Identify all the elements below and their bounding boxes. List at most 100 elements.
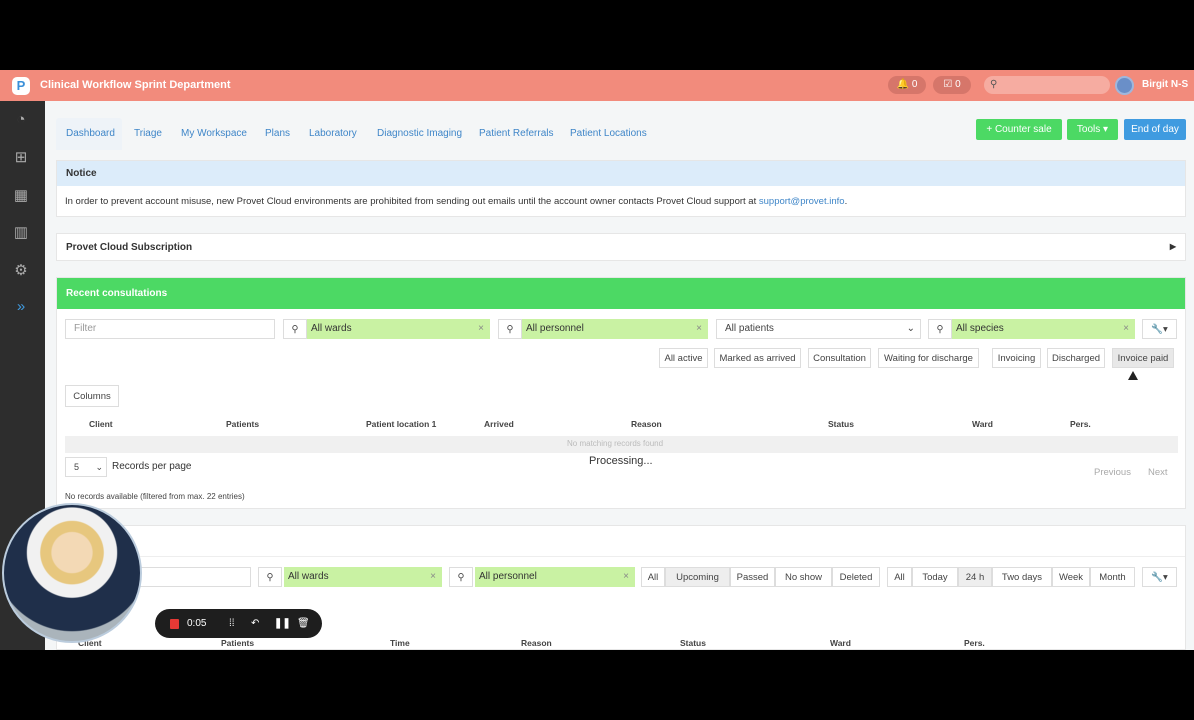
chevron-down-icon: ⌄ xyxy=(906,323,915,334)
filter-passed[interactable]: Passed xyxy=(730,567,775,587)
filter-input[interactable]: Filter xyxy=(65,319,275,339)
status-discharged[interactable]: Discharged xyxy=(1047,348,1105,368)
user-menu[interactable]: Birgit N-S xyxy=(1142,79,1189,90)
clear-icon[interactable]: × xyxy=(1123,323,1129,334)
col-arrived[interactable]: Arrived xyxy=(484,419,514,429)
tab-patient-referrals[interactable]: Patient Referrals xyxy=(479,128,554,139)
col-patient-location[interactable]: Patient location 1 xyxy=(366,419,437,429)
range-week[interactable]: Week xyxy=(1052,567,1090,587)
empty-message: No matching records found xyxy=(567,439,664,448)
clear-icon[interactable]: × xyxy=(430,571,436,582)
species-select[interactable]: All species × xyxy=(952,319,1135,339)
col-client[interactable]: Client xyxy=(89,419,113,429)
records-info: No records available (filtered from max.… xyxy=(65,492,245,501)
col-patients[interactable]: Patients xyxy=(226,419,260,429)
status-marked-arrived[interactable]: Marked as arrived xyxy=(714,348,801,368)
tab-dashboard[interactable]: Dashboard xyxy=(66,128,115,139)
range-24h[interactable]: 24 h xyxy=(958,567,992,587)
tasks-button[interactable]: ☑ 0 xyxy=(933,76,971,94)
stop-record-icon[interactable] xyxy=(170,619,179,629)
columns-button[interactable]: Columns xyxy=(65,385,119,407)
wrench-settings-icon[interactable]: 🔧▾ xyxy=(1142,319,1177,339)
status-all-active[interactable]: All active xyxy=(659,348,708,368)
col-ward[interactable]: Ward xyxy=(830,638,851,648)
appointments-wards-select[interactable]: All wards × xyxy=(284,567,442,587)
undo-icon[interactable]: ↶ xyxy=(251,618,260,629)
range-month[interactable]: Month xyxy=(1090,567,1135,587)
col-time[interactable]: Time xyxy=(390,638,410,648)
patients-select[interactable]: All patients ⌄ xyxy=(716,319,921,339)
calendar-icon[interactable]: ▦ xyxy=(13,187,29,204)
filter-upcoming[interactable]: Upcoming xyxy=(665,567,730,587)
clear-icon[interactable]: × xyxy=(696,323,702,334)
filter-no-show[interactable]: No show xyxy=(775,567,832,587)
col-client[interactable]: Client xyxy=(78,638,102,648)
tab-my-workspace[interactable]: My Workspace xyxy=(181,128,247,139)
clinic-icon[interactable]: ⊞ xyxy=(14,149,28,166)
status-waiting-discharge[interactable]: Waiting for discharge xyxy=(878,348,979,368)
col-reason[interactable]: Reason xyxy=(631,419,662,429)
empty-row xyxy=(65,436,1178,453)
recording-timer: 0:05 xyxy=(187,618,207,629)
recorder-toolbar: 0:05 ⁞⁞ ↶ ❚❚ 🗑 xyxy=(155,609,322,638)
expand-sidebar-icon[interactable]: » xyxy=(16,298,26,315)
caret-right-icon: ▶ xyxy=(1169,242,1176,251)
filter-deleted[interactable]: Deleted xyxy=(832,567,880,587)
support-email-link[interactable]: support@provet.info xyxy=(758,196,845,207)
checkbox-icon: ☑ xyxy=(943,79,953,90)
appointments-personnel-select[interactable]: All personnel × xyxy=(475,567,635,587)
range-all[interactable]: All xyxy=(887,567,912,587)
mouse-cursor-icon xyxy=(1128,371,1138,380)
wrench-settings-icon[interactable]: 🔧▾ xyxy=(1142,567,1177,587)
wards-select[interactable]: All wards × xyxy=(307,319,490,339)
end-of-day-button[interactable]: End of day xyxy=(1124,119,1186,140)
records-per-page-label: Records per page xyxy=(112,461,192,472)
clear-icon[interactable]: × xyxy=(623,571,629,582)
active-tab-bg xyxy=(56,118,122,150)
consultations-title: Recent consultations xyxy=(57,278,1185,309)
notice-panel: Notice In order to prevent account misus… xyxy=(56,160,1186,217)
wards-search-icon: ⚲ xyxy=(283,319,307,339)
status-consultation[interactable]: Consultation xyxy=(808,348,871,368)
tab-diagnostic-imaging[interactable]: Diagnostic Imaging xyxy=(377,128,463,139)
col-patients[interactable]: Patients xyxy=(221,638,255,648)
range-two-days[interactable]: Two days xyxy=(992,567,1052,587)
notifications-button[interactable]: 🔔 0 xyxy=(888,76,926,94)
col-reason[interactable]: Reason xyxy=(521,638,552,648)
personnel-select[interactable]: All personnel × xyxy=(522,319,708,339)
provet-logo[interactable]: P xyxy=(12,77,30,95)
col-pers[interactable]: Pers. xyxy=(1070,419,1091,429)
settings-gear-icon[interactable]: ⚙ xyxy=(14,262,28,279)
tab-plans[interactable]: Plans xyxy=(265,128,291,139)
notice-text: In order to prevent account misuse, new … xyxy=(65,196,759,207)
counter-sale-button[interactable]: + Counter sale xyxy=(976,119,1062,140)
next-button[interactable]: Next xyxy=(1148,467,1168,478)
avatar[interactable] xyxy=(1115,76,1134,95)
webcam-overlay xyxy=(2,503,142,643)
reports-chart-icon[interactable]: ▥ xyxy=(13,224,29,241)
status-invoicing[interactable]: Invoicing xyxy=(992,348,1041,368)
status-invoice-paid[interactable]: Invoice paid xyxy=(1112,348,1174,368)
chevron-down-icon: ⌄ xyxy=(95,462,103,472)
trash-icon[interactable]: 🗑 xyxy=(297,618,310,629)
tools-dropdown[interactable]: Tools ▾ xyxy=(1067,119,1118,140)
global-search-input[interactable]: ⚲ xyxy=(984,76,1110,94)
range-today[interactable]: Today xyxy=(912,567,958,587)
filter-all[interactable]: All xyxy=(641,567,665,587)
col-status[interactable]: Status xyxy=(828,419,854,429)
pause-icon[interactable]: ❚❚ xyxy=(274,618,291,629)
tab-laboratory[interactable]: Laboratory xyxy=(309,128,357,139)
col-ward[interactable]: Ward xyxy=(972,419,993,429)
department-selector[interactable]: Clinical Workflow Sprint Department xyxy=(40,79,231,91)
previous-button[interactable]: Previous xyxy=(1094,467,1131,478)
dashboard-gauge-icon[interactable]: ◔ xyxy=(16,111,26,128)
appointments-title: Appointments xyxy=(57,526,1185,557)
tab-triage[interactable]: Triage xyxy=(134,128,162,139)
page-size-select[interactable]: 5 ⌄ xyxy=(65,457,107,477)
col-status[interactable]: Status xyxy=(680,638,706,648)
col-pers[interactable]: Pers. xyxy=(964,638,985,648)
clear-icon[interactable]: × xyxy=(478,323,484,334)
grid-icon[interactable]: ⁞⁞ xyxy=(229,618,235,629)
tab-patient-locations[interactable]: Patient Locations xyxy=(570,128,647,139)
subscription-panel[interactable]: Provet Cloud Subscription ▶ xyxy=(56,233,1186,261)
